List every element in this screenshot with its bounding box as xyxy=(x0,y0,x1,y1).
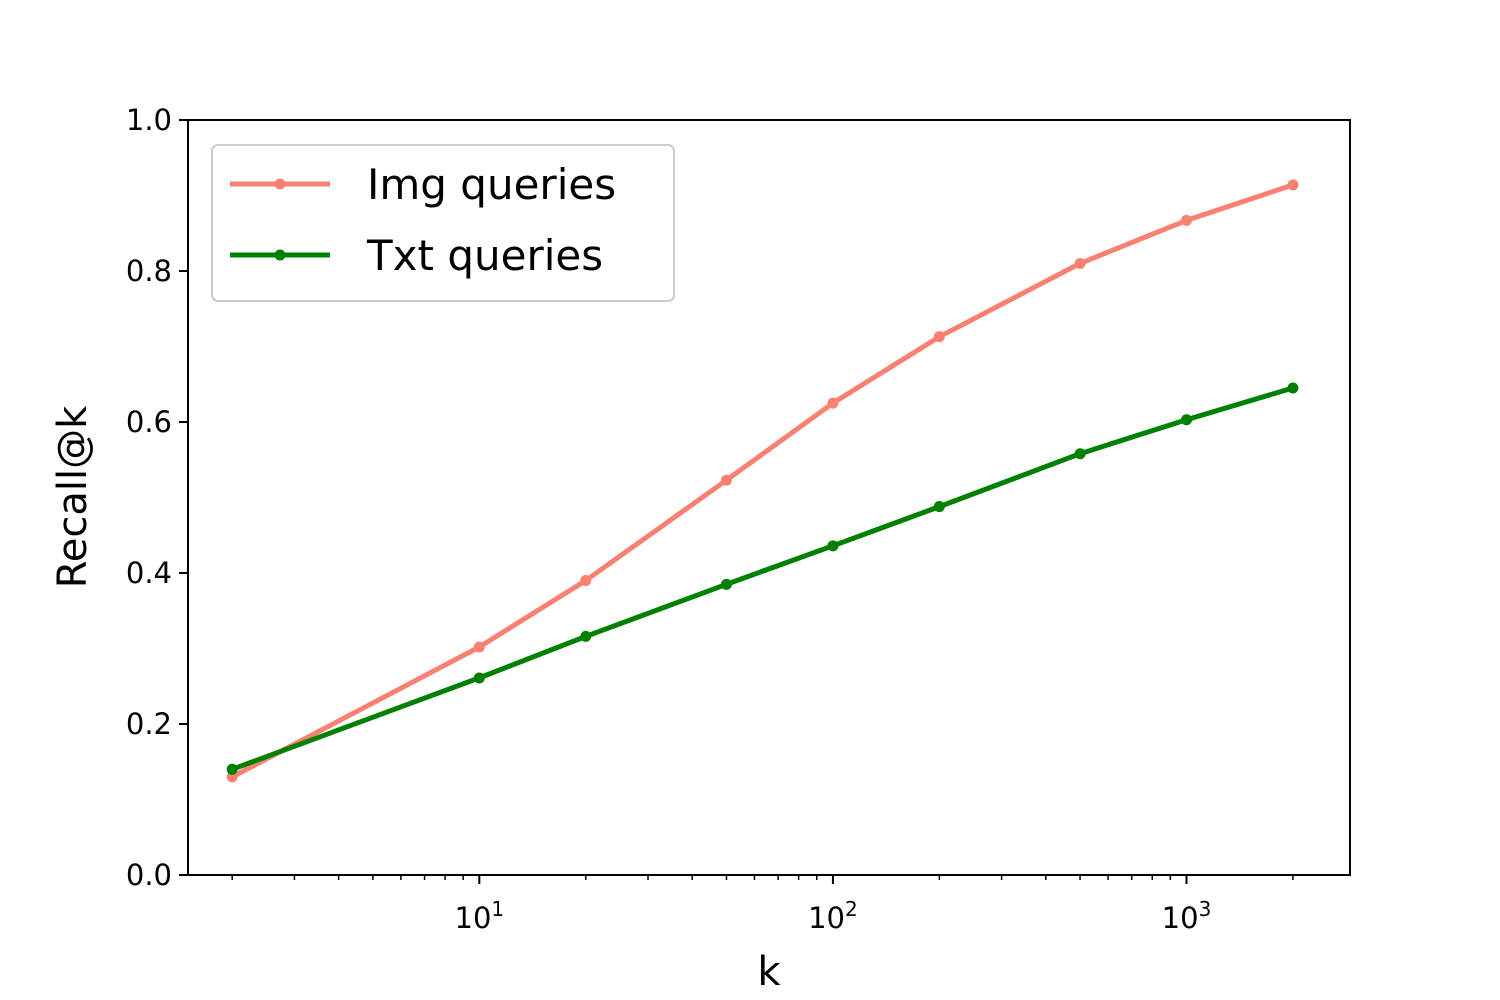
legend-label-img: Img queries xyxy=(367,160,616,209)
data-point-1 xyxy=(827,540,839,552)
y-tick-label: 0.8 xyxy=(126,254,172,288)
y-axis-ticks: 0.0 0.2 0.4 0.6 0.8 1.0 xyxy=(126,103,188,892)
data-point-1 xyxy=(473,672,485,684)
y-tick-label: 1.0 xyxy=(126,103,172,137)
data-point-1 xyxy=(933,501,945,513)
y-tick-label: 0.6 xyxy=(126,405,172,439)
data-point-0 xyxy=(580,575,592,587)
legend-label-txt: Txt queries xyxy=(366,231,603,280)
y-tick-label: 0.4 xyxy=(126,556,172,590)
data-point-0 xyxy=(1181,214,1193,226)
data-point-1 xyxy=(1287,382,1299,394)
data-point-0 xyxy=(827,397,839,409)
data-point-1 xyxy=(580,630,592,642)
x-tick-label: 101 xyxy=(455,897,505,935)
data-point-1 xyxy=(1181,414,1193,426)
legend: Img queries Txt queries xyxy=(211,144,675,302)
data-point-0 xyxy=(720,474,732,486)
x-tick-label: 103 xyxy=(1162,897,1212,935)
data-point-0 xyxy=(473,641,485,653)
data-point-0 xyxy=(933,331,945,343)
legend-marker-txt xyxy=(274,249,286,261)
x-tick-label: 102 xyxy=(808,897,858,935)
data-point-0 xyxy=(1287,179,1299,191)
data-point-0 xyxy=(226,771,238,783)
data-point-1 xyxy=(226,763,238,775)
data-point-1 xyxy=(720,578,732,590)
x-axis-title: k xyxy=(757,949,781,995)
y-tick-label: 0.0 xyxy=(126,858,172,892)
legend-marker-img xyxy=(274,178,286,190)
legend-entry-img: Img queries xyxy=(230,160,616,209)
plot-frame xyxy=(187,119,1351,876)
y-tick-label: 0.2 xyxy=(126,707,172,741)
data-point-1 xyxy=(1074,448,1086,460)
legend-entry-txt: Txt queries xyxy=(230,231,603,280)
series-layer xyxy=(226,179,1299,783)
data-point-0 xyxy=(1074,257,1086,269)
x-major-ticks: 101 102 103 xyxy=(455,875,1212,935)
y-axis-title: Recall@k xyxy=(50,405,96,588)
